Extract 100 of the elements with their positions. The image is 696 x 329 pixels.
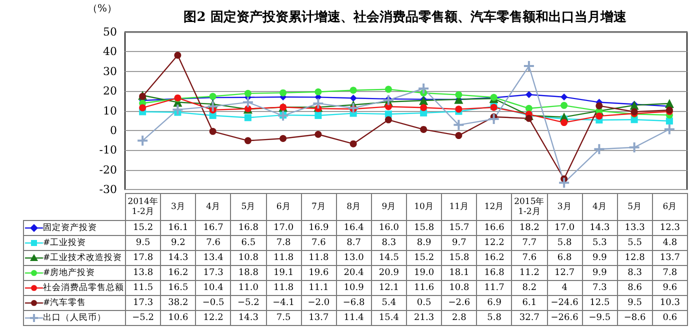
x-tick-label: 6月 — [266, 194, 302, 220]
data-label: 15.4 — [371, 310, 406, 326]
data-label: 19.0 — [406, 266, 442, 280]
data-label: 19.6 — [301, 266, 336, 280]
x-tick-label: 8月 — [336, 194, 372, 220]
x-tick-label: 12月 — [476, 194, 512, 220]
x-tick-label: 9月 — [371, 194, 406, 220]
data-label: −4.1 — [266, 296, 302, 310]
data-label: 8.9 — [406, 236, 442, 250]
data-label: 8.3 — [371, 236, 406, 250]
data-label: 8.2 — [512, 280, 547, 296]
x-tick-label: 5月 — [617, 194, 652, 220]
data-label: −24.6 — [547, 296, 582, 310]
data-label: 11.5 — [126, 280, 161, 296]
data-label: −2.6 — [442, 296, 477, 310]
data-label: 10.4 — [196, 280, 231, 296]
data-label: 32.7 — [512, 310, 547, 326]
x-tick-label: 10月 — [406, 194, 442, 220]
data-label: 18.1 — [442, 266, 477, 280]
data-label: −2.0 — [301, 296, 336, 310]
y-tick-label: -30 — [99, 183, 117, 196]
y-tick-label: 50 — [103, 26, 117, 38]
data-label: 16.8 — [230, 220, 266, 236]
data-label: 10.9 — [336, 280, 372, 296]
data-label: 12.1 — [371, 280, 406, 296]
y-tick-label: -10 — [99, 144, 117, 157]
data-label: 6.8 — [547, 250, 582, 266]
x-tick-label: 4月 — [196, 194, 231, 220]
y-tick-label: -20 — [99, 163, 117, 176]
data-label: 17.8 — [126, 250, 161, 266]
data-label: 13.7 — [652, 250, 688, 266]
data-label: 14.3 — [582, 220, 618, 236]
data-label: 4.8 — [652, 236, 688, 250]
legend-label: 社会消费品零售总额 — [43, 283, 124, 293]
data-label: 16.8 — [476, 266, 512, 280]
data-label: 9.5 — [617, 296, 652, 310]
data-label: 9.9 — [582, 250, 618, 266]
data-label: 16.0 — [371, 220, 406, 236]
x-tick-label: 3月 — [160, 194, 196, 220]
data-label: 13.0 — [336, 250, 372, 266]
data-label: 15.2 — [126, 220, 161, 236]
data-label: 16.2 — [160, 266, 196, 280]
data-label: 17.3 — [126, 296, 161, 310]
data-label: 16.2 — [476, 250, 512, 266]
data-label: 5.8 — [476, 310, 512, 326]
data-label: 18.2 — [512, 220, 547, 236]
data-label: 10.8 — [230, 250, 266, 266]
data-label: 9.5 — [126, 236, 161, 250]
data-label: 7.8 — [652, 266, 688, 280]
data-label: 2.8 — [442, 310, 477, 326]
data-label: 14.3 — [230, 310, 266, 326]
data-label: 11.8 — [266, 250, 302, 266]
data-label: −5.2 — [126, 310, 161, 326]
data-label: 14.5 — [371, 250, 406, 266]
data-label: 5.5 — [617, 236, 652, 250]
data-label: 8.6 — [617, 280, 652, 296]
data-label: 6.1 — [512, 296, 547, 310]
data-label: 16.1 — [160, 220, 196, 236]
data-label: 4 — [547, 280, 582, 296]
data-label: 13.7 — [301, 310, 336, 326]
data-label: 16.4 — [336, 220, 372, 236]
data-label: −6.8 — [336, 296, 372, 310]
data-label: 5.3 — [582, 236, 618, 250]
data-label: 15.2 — [406, 250, 442, 266]
data-label: 12.3 — [652, 220, 688, 236]
data-label: 0.5 — [406, 296, 442, 310]
data-label: 0.6 — [652, 310, 688, 326]
data-label: 7.3 — [582, 280, 618, 296]
data-label: 8.7 — [336, 236, 372, 250]
data-label: 16.5 — [160, 280, 196, 296]
data-label: 12.2 — [196, 310, 231, 326]
data-label: 11.8 — [266, 280, 302, 296]
data-label: 11.0 — [230, 280, 266, 296]
data-label: 16.7 — [196, 220, 231, 236]
y-tick-label: 20 — [103, 84, 117, 98]
y-axis-title: （%） — [87, 4, 117, 14]
data-label: 9.7 — [442, 236, 477, 250]
data-label: 8.3 — [617, 266, 652, 280]
data-label: 11.7 — [476, 280, 512, 296]
data-label: 12.7 — [547, 266, 582, 280]
data-label: 15.7 — [442, 220, 477, 236]
data-label: 12.5 — [582, 296, 618, 310]
data-label: 16.6 — [476, 220, 512, 236]
x-tick-label: 7月 — [301, 194, 336, 220]
data-label: 19.1 — [266, 266, 302, 280]
x-tick-label: 2014年1-2月 — [126, 194, 161, 220]
data-label: 13.3 — [617, 220, 652, 236]
data-label: 20.4 — [336, 266, 372, 280]
data-label: −0.5 — [196, 296, 231, 310]
data-label: 6.5 — [230, 236, 266, 250]
data-label: 7.6 — [196, 236, 231, 250]
x-tick-label: 2015年1-2月 — [512, 194, 547, 220]
data-label: 38.2 — [160, 296, 196, 310]
data-label: −26.6 — [547, 310, 582, 326]
data-label: 7.5 — [266, 310, 302, 326]
data-label: −5.2 — [230, 296, 266, 310]
legend-label: #工业技术改造投资 — [43, 253, 122, 263]
data-label: 5.4 — [371, 296, 406, 310]
data-label: 13.8 — [126, 266, 161, 280]
data-label: 6.9 — [476, 296, 512, 310]
